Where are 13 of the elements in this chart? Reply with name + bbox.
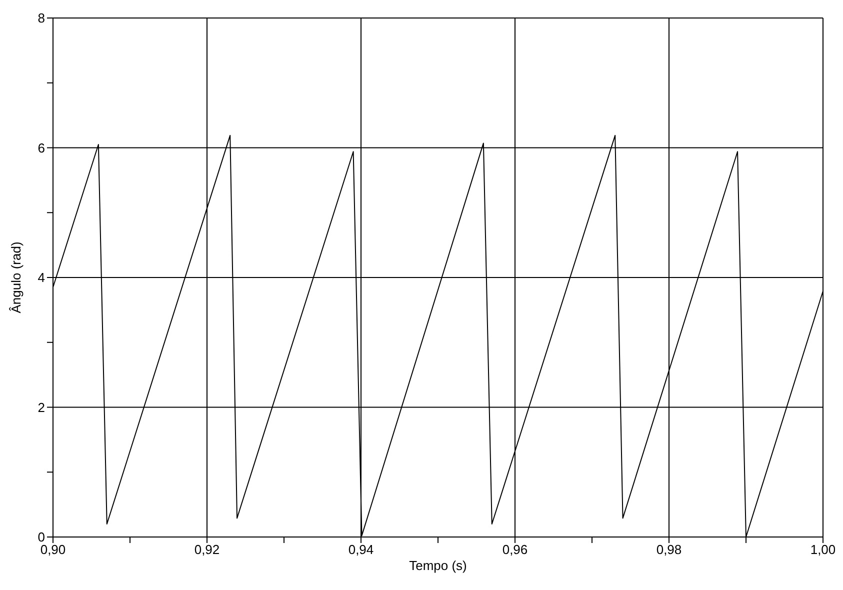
x-tick-label: 0,92 — [194, 542, 220, 558]
y-tick-label: 8 — [38, 10, 45, 26]
y-tick-label: 2 — [38, 400, 45, 415]
x-tick-label: 0,94 — [348, 542, 374, 558]
x-tick-label: 0,90 — [40, 542, 66, 558]
x-tick-label: 0,98 — [656, 542, 682, 558]
x-axis-title: Tempo (s) — [409, 558, 467, 573]
y-tick-label: 0 — [38, 530, 45, 545]
y-tick-label: 4 — [38, 270, 45, 286]
x-tick-label: 0,96 — [502, 542, 528, 558]
y-tick-label: 6 — [38, 140, 45, 156]
x-tick-label: 1,00 — [810, 542, 836, 558]
y-axis-title: Ângulo (rad) — [8, 242, 24, 314]
